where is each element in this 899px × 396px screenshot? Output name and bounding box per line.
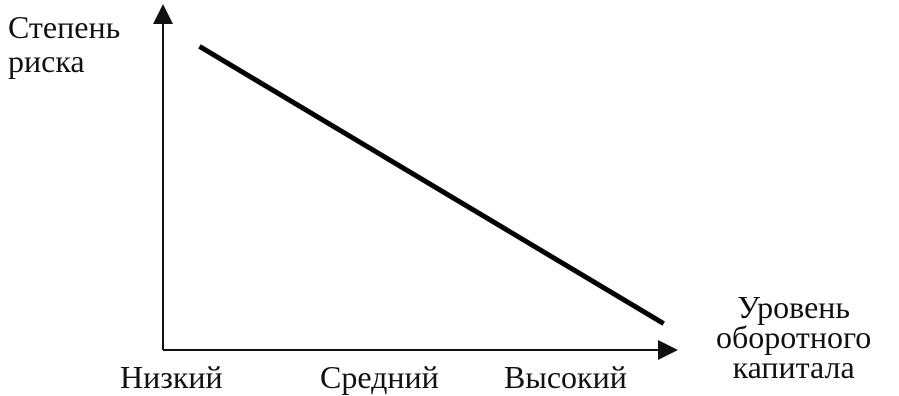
x-axis-label-line-3: капитала (732, 349, 855, 385)
series-layer (198, 44, 665, 326)
series-line-1 (198, 44, 665, 326)
y-axis-label: Степень риска (8, 10, 120, 78)
y-axis-label-line-2: риска (8, 43, 85, 79)
x-axis-label-line-2: оборотного (716, 319, 872, 355)
x-tick-label-high: Высокий (504, 359, 627, 395)
x-tick-label-medium: Средний (320, 359, 439, 395)
x-axis-label: Уровень оборотного капитала (716, 289, 872, 385)
x-axis-label-line-1: Уровень (737, 289, 850, 325)
x-tick-label-low: Низкий (120, 359, 223, 395)
y-axis-label-line-1: Степень (8, 9, 121, 45)
